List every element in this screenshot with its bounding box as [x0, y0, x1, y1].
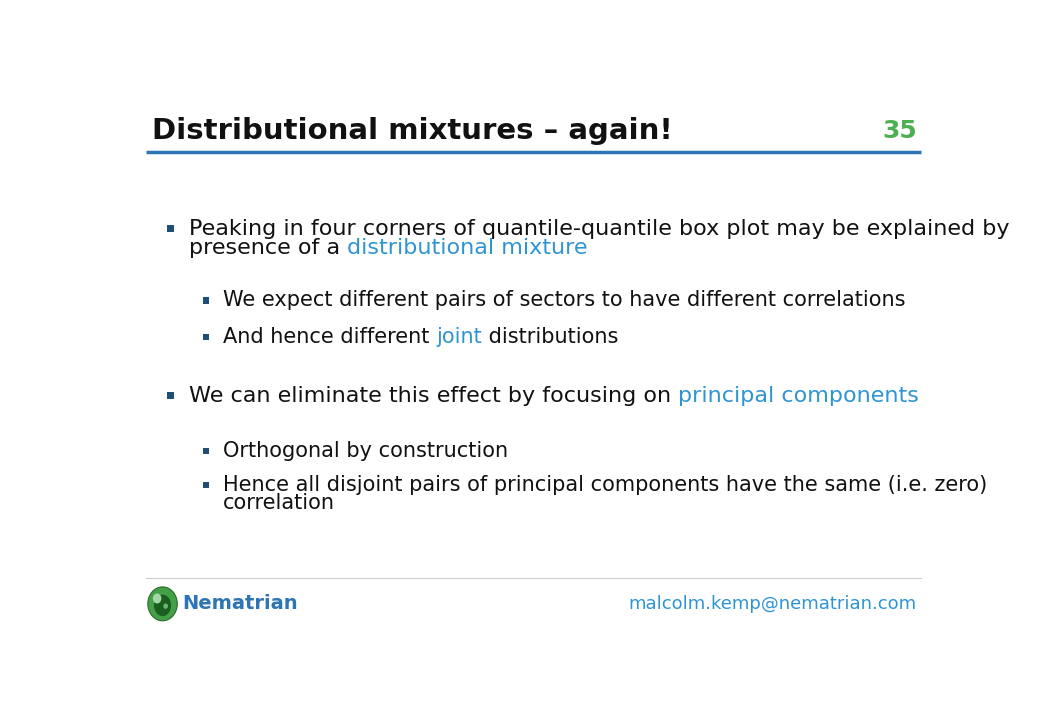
Bar — [203, 448, 209, 454]
Bar — [167, 225, 174, 233]
Bar — [203, 482, 209, 488]
Text: 35: 35 — [882, 119, 916, 143]
Text: Hence all disjoint pairs of principal components have the same (i.e. zero): Hence all disjoint pairs of principal co… — [223, 475, 987, 495]
Text: principal components: principal components — [678, 386, 919, 406]
Text: correlation: correlation — [223, 493, 335, 513]
Ellipse shape — [154, 595, 171, 616]
Text: Orthogonal by construction: Orthogonal by construction — [223, 441, 509, 461]
Text: malcolm.kemp@nematrian.com: malcolm.kemp@nematrian.com — [628, 595, 916, 613]
Text: We expect different pairs of sectors to have different correlations: We expect different pairs of sectors to … — [223, 290, 906, 310]
Bar — [203, 333, 209, 340]
Bar — [167, 392, 174, 400]
Text: Distributional mixtures – again!: Distributional mixtures – again! — [152, 117, 673, 145]
Text: Nematrian: Nematrian — [182, 594, 297, 613]
Ellipse shape — [153, 593, 161, 603]
Text: And hence different: And hence different — [223, 327, 436, 346]
Text: Peaking in four corners of quantile-quantile box plot may be explained by: Peaking in four corners of quantile-quan… — [189, 219, 1010, 239]
Text: joint: joint — [436, 327, 482, 346]
Text: presence of a: presence of a — [189, 238, 347, 258]
Text: We can eliminate this effect by focusing on: We can eliminate this effect by focusing… — [189, 386, 678, 406]
Ellipse shape — [148, 587, 177, 621]
Text: distributional mixture: distributional mixture — [347, 238, 588, 258]
Ellipse shape — [163, 603, 168, 609]
Text: distributions: distributions — [482, 327, 618, 346]
Bar — [203, 297, 209, 304]
